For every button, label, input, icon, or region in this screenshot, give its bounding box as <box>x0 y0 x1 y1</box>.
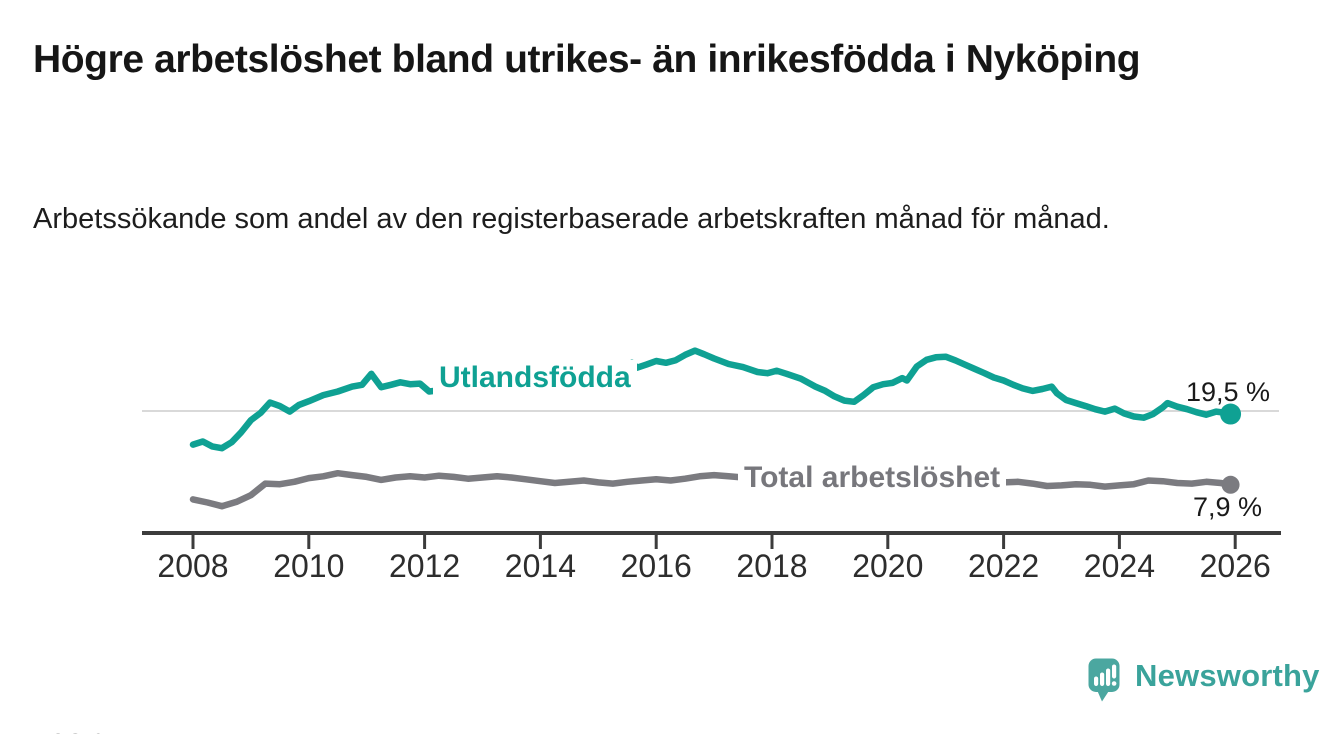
series-line-total <box>189 469 1234 510</box>
line-chart-canvas: 2008 2010 2012 2014 2016 2018 2020 2022 2024 2026 <box>142 347 1281 584</box>
page-subtitle: Arbetssökande som andel av den registerb… <box>33 203 1110 235</box>
newsworthy-logo: Newsworthy <box>1088 656 1320 704</box>
series-end-dot-utlandsfodda <box>1220 403 1242 425</box>
series-label-total-arbetsloshet: Total arbetslöshet <box>738 460 1007 496</box>
series-label-utlandsfodda: Utlandsfödda <box>433 360 637 396</box>
end-value-label-total: 7,9 % <box>1193 492 1263 522</box>
x-axis-tick-label: 2020 <box>852 548 923 584</box>
x-axis-tick-label: 2018 <box>736 548 807 584</box>
page-title: Högre arbetslöshet bland utrikes- än inr… <box>33 38 1141 81</box>
x-axis-tick-label: 2008 <box>157 548 228 584</box>
x-axis-tick-label: 2024 <box>1084 548 1155 584</box>
x-axis-tick-label: 2012 <box>389 548 460 584</box>
x-axis-tick-label: 2022 <box>968 548 1039 584</box>
x-axis-tick-label: 2026 <box>1200 548 1271 584</box>
newsworthy-bubble-chart-icon <box>1088 658 1120 702</box>
y-axis-tick-label-20: 20 % <box>20 727 120 734</box>
end-value-label-utlandsfodda: 19,5 % <box>1186 377 1271 407</box>
x-axis-tick-label: 2014 <box>505 548 576 584</box>
newsworthy-wordmark: Newsworthy <box>1135 658 1320 693</box>
series-line-utlandsfodda <box>189 347 1234 452</box>
line-chart: 2008 2010 2012 2014 2016 2018 2020 2022 2024 2026… <box>0 330 1340 734</box>
x-axis-tick-label: 2016 <box>621 548 692 584</box>
x-axis-tick-label: 2010 <box>273 548 344 584</box>
series-end-dot-total <box>1221 475 1240 494</box>
